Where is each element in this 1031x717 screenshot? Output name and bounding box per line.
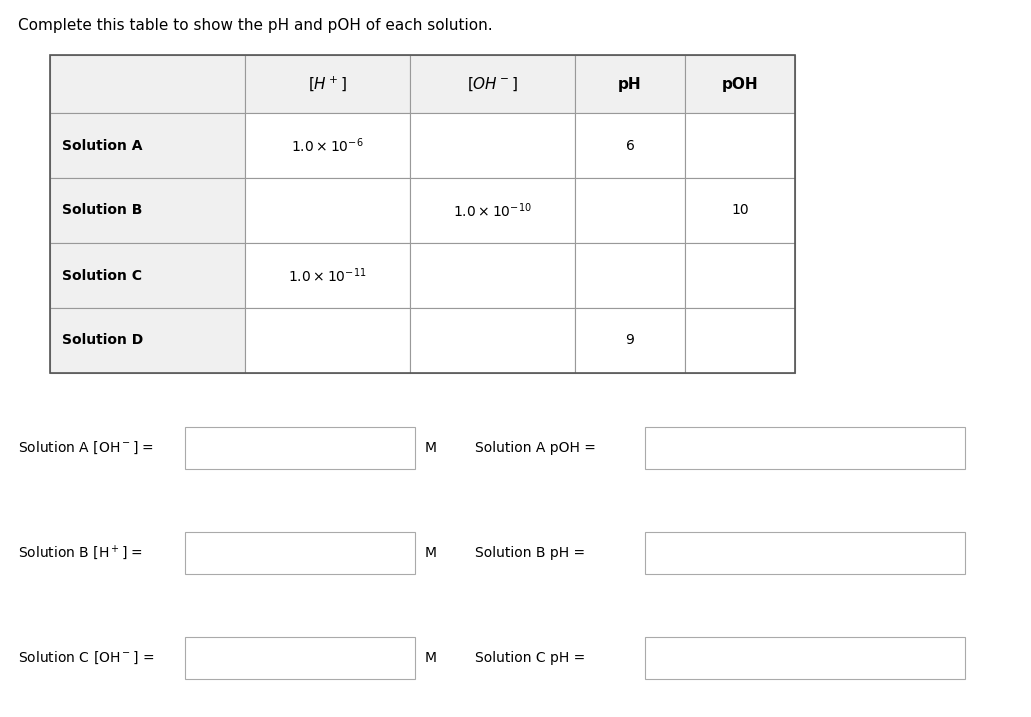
Bar <box>185 637 415 679</box>
Bar <box>49 55 245 113</box>
Bar <box>575 113 685 178</box>
Text: Solution B $[\mathrm{H}^+]$ =: Solution B $[\mathrm{H}^+]$ = <box>18 543 143 562</box>
Text: $1.0 \times 10^{-10}$: $1.0 \times 10^{-10}$ <box>454 201 532 220</box>
Text: pH: pH <box>619 77 642 92</box>
Bar <box>645 637 965 679</box>
Bar <box>245 113 410 178</box>
Text: pOH: pOH <box>722 77 759 92</box>
Text: 10: 10 <box>731 204 749 217</box>
Bar <box>410 243 575 308</box>
Bar <box>185 532 415 574</box>
Text: $[OH^-]$: $[OH^-]$ <box>467 75 518 92</box>
Text: M: M <box>425 441 437 455</box>
Bar <box>575 55 685 113</box>
Bar <box>49 243 245 308</box>
Bar <box>49 178 245 243</box>
Bar <box>49 113 245 178</box>
Bar <box>685 113 795 178</box>
Bar <box>645 532 965 574</box>
Text: Complete this table to show the pH and pOH of each solution.: Complete this table to show the pH and p… <box>18 18 493 33</box>
Text: Solution B pH =: Solution B pH = <box>475 546 586 560</box>
Bar <box>685 243 795 308</box>
Bar <box>410 308 575 373</box>
Bar <box>49 55 795 373</box>
Bar <box>410 55 575 113</box>
Bar <box>410 113 575 178</box>
Bar <box>575 178 685 243</box>
Text: $1.0 \times 10^{-11}$: $1.0 \times 10^{-11}$ <box>289 266 367 285</box>
Bar <box>410 178 575 243</box>
Text: $1.0 \times 10^{-6}$: $1.0 \times 10^{-6}$ <box>291 136 364 155</box>
Bar <box>685 308 795 373</box>
Bar <box>685 178 795 243</box>
Bar <box>245 55 410 113</box>
Text: Solution C: Solution C <box>62 268 142 282</box>
Bar <box>245 178 410 243</box>
Bar <box>645 427 965 469</box>
Text: M: M <box>425 651 437 665</box>
Bar <box>685 55 795 113</box>
Text: $[H^+]$: $[H^+]$ <box>308 75 346 93</box>
Bar <box>575 308 685 373</box>
Bar <box>185 427 415 469</box>
Bar <box>245 243 410 308</box>
Text: Solution C pH =: Solution C pH = <box>475 651 586 665</box>
Text: Solution A: Solution A <box>62 138 142 153</box>
Bar <box>245 308 410 373</box>
Text: Solution A $[\mathrm{OH}^-]$ =: Solution A $[\mathrm{OH}^-]$ = <box>18 440 154 456</box>
Text: M: M <box>425 546 437 560</box>
Text: Solution B: Solution B <box>62 204 142 217</box>
Text: Solution D: Solution D <box>62 333 143 348</box>
Text: 9: 9 <box>626 333 634 348</box>
Text: Solution C $[\mathrm{OH}^-]$ =: Solution C $[\mathrm{OH}^-]$ = <box>18 650 155 666</box>
Bar <box>49 308 245 373</box>
Text: 6: 6 <box>626 138 634 153</box>
Text: Solution A pOH =: Solution A pOH = <box>475 441 596 455</box>
Bar <box>575 243 685 308</box>
